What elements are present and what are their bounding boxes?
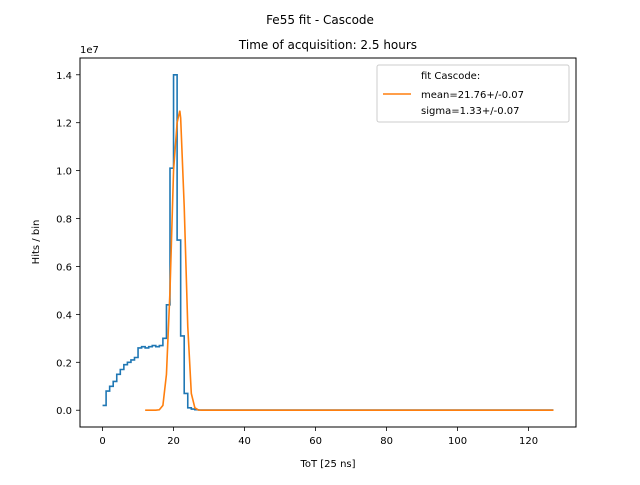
series-layer	[102, 73, 554, 412]
x-tick-label: 40	[238, 436, 251, 447]
legend-title: fit Cascode:	[421, 71, 480, 82]
y-tick-label: 1.2	[56, 119, 72, 130]
y-axis: 0.0 0.2 0.4 0.6 0.8 1.0 1.2 1.4	[56, 71, 80, 417]
y-axis-label: Hits / bin	[31, 220, 42, 265]
legend-entry-sigma: sigma=1.33+/-0.07	[421, 106, 519, 117]
fit-curve-series	[145, 110, 554, 412]
x-axis-label: ToT [25 ns]	[299, 459, 355, 470]
y-tick-label: 0.8	[56, 215, 72, 226]
legend-entry-mean: mean=21.76+/-0.07	[421, 90, 524, 101]
y-tick-label: 0.2	[56, 358, 72, 369]
x-tick-label: 60	[309, 436, 322, 447]
chart-title: Fe55 fit - Cascode	[266, 13, 374, 27]
x-tick-label: 0	[99, 436, 105, 447]
legend-box	[376, 64, 570, 123]
x-tick-label: 20	[167, 436, 180, 447]
y-tick-label: 1.4	[56, 71, 72, 82]
y-tick-label: 0.4	[56, 310, 72, 321]
x-tick-label: 100	[448, 436, 467, 447]
histogram-step-series	[102, 73, 554, 411]
x-tick-label: 80	[380, 436, 393, 447]
y-tick-label: 1.0	[56, 167, 72, 178]
y-offset-label: 1e7	[80, 45, 99, 56]
y-tick-label: 0.0	[56, 406, 72, 417]
plot-frame	[79, 57, 577, 428]
x-tick-label: 120	[519, 436, 538, 447]
y-tick-label: 0.6	[56, 262, 72, 273]
legend: fit Cascode: mean=21.76+/-0.07 sigma=1.3…	[376, 64, 570, 123]
x-axis: 0 20 40 60 80 100 120	[99, 427, 538, 447]
chart-subtitle: Time of acquisition: 2.5 hours	[238, 38, 417, 52]
